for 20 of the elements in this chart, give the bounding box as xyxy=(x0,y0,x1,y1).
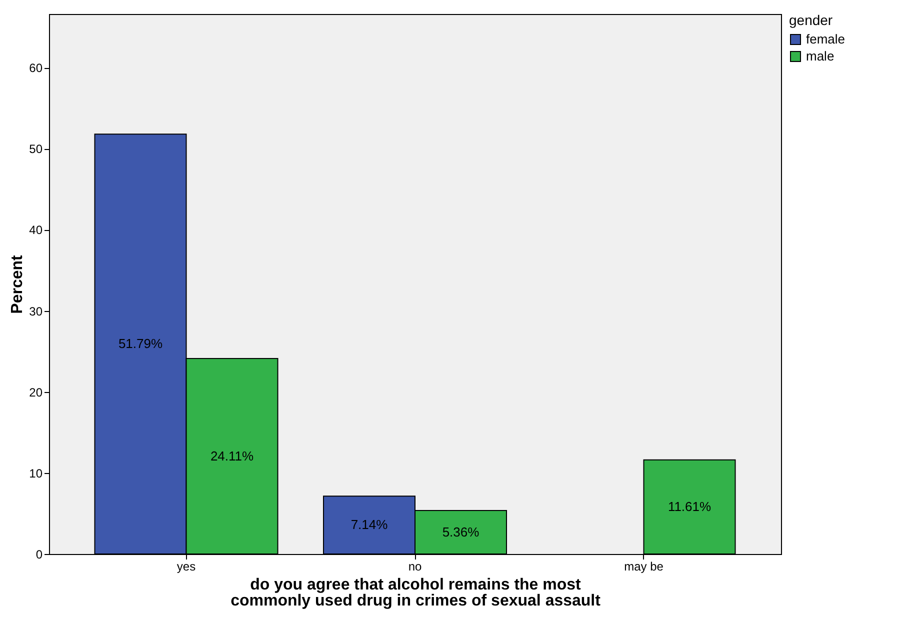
y-tick-label: 40 xyxy=(29,223,43,238)
data-label: 24.11% xyxy=(210,448,254,464)
y-tick-label: 20 xyxy=(29,385,43,400)
y-tick-label: 50 xyxy=(29,142,43,156)
x-tick-label: yes xyxy=(176,560,196,574)
x-tick-label: may be xyxy=(624,560,664,574)
y-tick-label: 10 xyxy=(29,466,43,480)
data-label: 11.61% xyxy=(668,498,712,514)
legend-label: female xyxy=(806,32,846,46)
legend-title: gender xyxy=(789,12,833,28)
y-tick-label: 30 xyxy=(29,304,43,318)
y-tick-label: 60 xyxy=(29,61,43,76)
data-label: 51.79% xyxy=(118,336,163,352)
x-axis-title: do you agree that alcohol remains the most commonly used drug in crimes of sexual assault xyxy=(230,576,602,610)
data-label: 5.36% xyxy=(442,524,480,540)
data-label: 7.14% xyxy=(350,517,388,532)
y-axis-title: Percent xyxy=(9,254,26,314)
legend-label: male xyxy=(806,48,834,64)
y-tick-label: 0 xyxy=(36,548,43,562)
x-tick-label: no xyxy=(408,560,422,574)
